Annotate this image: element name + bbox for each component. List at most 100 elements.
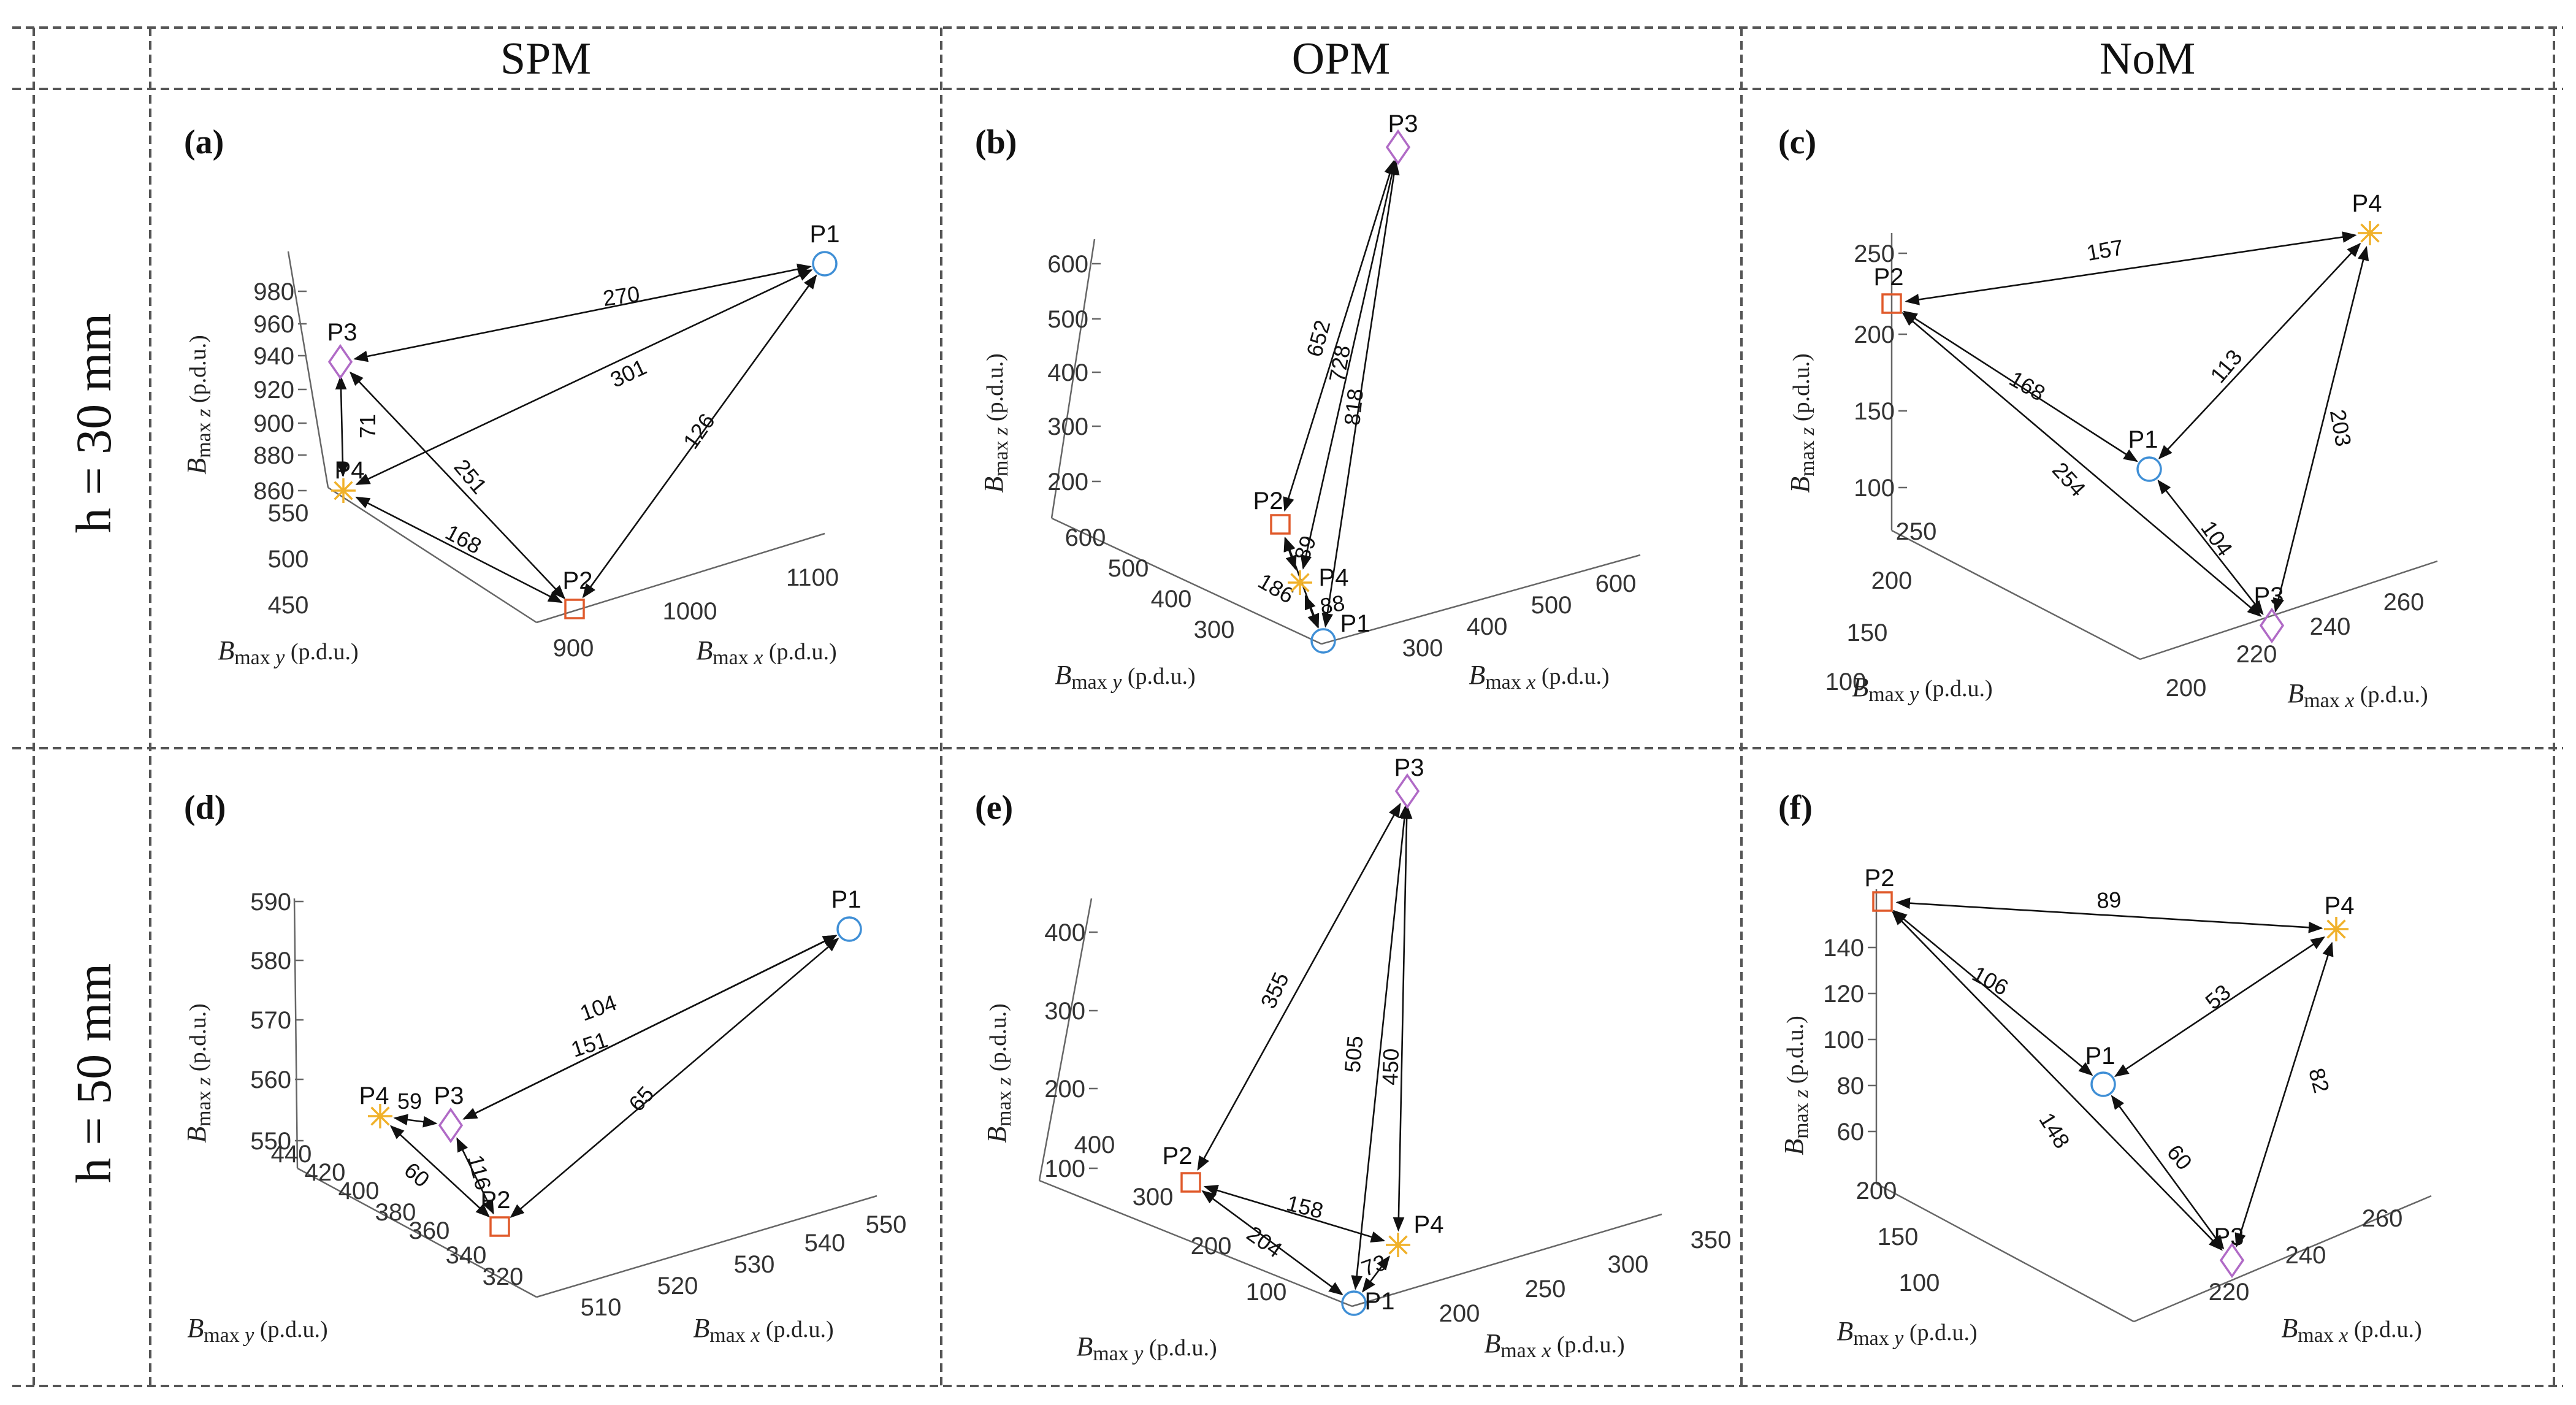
point-label-p2: P2 — [1163, 1143, 1193, 1170]
panel-label: (d) — [184, 789, 226, 827]
x-tick-label: 350 — [1691, 1227, 1732, 1254]
edge-value-label: 254 — [2047, 457, 2091, 502]
point-p1-circle-icon — [2090, 1071, 2116, 1097]
z-axis-label: Bmax z (p.d.u.) — [182, 1003, 215, 1143]
point-p3-diamond-icon — [2259, 607, 2285, 644]
point-p3-diamond-icon — [2219, 1242, 2245, 1279]
point-p2-square-icon — [1881, 293, 1902, 314]
z-tick-label: 150 — [1854, 398, 1895, 425]
z-axis-label: Bmax z (p.d.u.) — [182, 335, 215, 474]
edge-p3-p1 — [353, 263, 812, 362]
x-tick-label: 520 — [657, 1273, 698, 1300]
x-tick-label: 600 — [1596, 570, 1637, 597]
point-p4-star-icon — [1288, 570, 1312, 595]
z-tick-label: 550 — [250, 1128, 291, 1155]
table-grid — [12, 26, 2563, 1387]
z-tick-label: 300 — [1047, 413, 1088, 440]
edge-value-label: 106 — [1968, 961, 2012, 1000]
y-tick-label: 300 — [1194, 616, 1235, 643]
edge-value-label: 204 — [1242, 1221, 1287, 1263]
z-tick-label: 880 — [253, 442, 294, 469]
edge-p4-p3 — [393, 1114, 438, 1128]
z-tick-label: 590 — [250, 889, 291, 916]
z-tick-label: 860 — [253, 478, 294, 505]
x-tick-label: 540 — [805, 1230, 846, 1257]
x-axis-label: Bmax x (p.d.u.) — [1484, 1328, 1624, 1362]
x-tick-label: 530 — [734, 1251, 775, 1278]
x-tick-label: 220 — [2236, 641, 2277, 668]
y-tick-label: 100 — [1246, 1279, 1287, 1306]
edge-p3-p2 — [349, 371, 566, 600]
z-tick-label: 100 — [1823, 1027, 1864, 1054]
point-p3-diamond-icon — [438, 1107, 464, 1144]
y-tick-label: 500 — [268, 546, 309, 573]
point-p4-star-icon — [331, 478, 356, 503]
panel-e: (e)200250300350100200300400100200300400B… — [975, 754, 1731, 1365]
y-axis-line — [1876, 1182, 2135, 1323]
x-tick-label: 400 — [1467, 613, 1508, 640]
edge-p2-p3 — [1901, 312, 2262, 618]
point-label-p4: P4 — [1414, 1211, 1444, 1238]
edge-value-label: 113 — [2205, 345, 2247, 388]
z-tick-label: 980 — [253, 278, 294, 305]
y-tick-label: 400 — [1151, 586, 1192, 613]
edge-p4-p1 — [1304, 595, 1319, 629]
x-tick-label: 1100 — [786, 564, 839, 591]
y-tick-label: 500 — [1108, 555, 1149, 582]
point-p4-star-icon — [2358, 221, 2382, 245]
x-tick-label: 200 — [1439, 1300, 1480, 1327]
edge-value-label: 53 — [2200, 979, 2235, 1014]
edge-value-label: 301 — [606, 354, 651, 392]
point-label-p2: P2 — [563, 567, 593, 594]
edge-value-label: 104 — [2196, 516, 2238, 561]
point-p2-square-icon — [1180, 1172, 1201, 1193]
point-label-p3: P3 — [1388, 110, 1418, 137]
y-axis-label: Bmax y (p.d.u.) — [1852, 672, 1992, 706]
x-tick-label: 250 — [1525, 1276, 1566, 1303]
z-tick-label: 200 — [1047, 469, 1088, 496]
panel-label: (c) — [1778, 123, 1816, 161]
point-p2-square-icon — [489, 1216, 510, 1237]
y-tick-label: 550 — [268, 500, 309, 527]
edge-p1-p3 — [2157, 480, 2264, 615]
x-tick-label: 220 — [2209, 1279, 2250, 1306]
y-tick-label: 340 — [446, 1242, 487, 1269]
z-tick-label: 100 — [1854, 475, 1895, 502]
edge-p3-p4 — [2234, 941, 2334, 1248]
panel-b: (b)3004005006003004005006002003004005006… — [975, 110, 1641, 694]
edge-value-label: 728 — [1324, 343, 1355, 384]
point-label-p4: P4 — [2352, 190, 2382, 217]
y-axis-label: Bmax y (p.d.u.) — [1076, 1331, 1217, 1365]
point-label-p3: P3 — [2214, 1223, 2244, 1250]
panel-label: (e) — [975, 789, 1013, 827]
x-tick-label: 510 — [581, 1294, 622, 1321]
z-axis-label: Bmax z (p.d.u.) — [1785, 353, 1819, 492]
edge-value-label: 59 — [397, 1089, 422, 1114]
x-tick-label: 200 — [2166, 675, 2207, 702]
point-p2-square-icon — [1270, 514, 1291, 535]
edge-value-label: 450 — [1377, 1048, 1404, 1085]
edge-value-label: 818 — [1339, 388, 1368, 427]
edge-p3-p4 — [335, 375, 349, 478]
y-tick-label: 400 — [338, 1177, 380, 1204]
edge-p1-p4 — [1362, 1255, 1390, 1293]
x-tick-label: 550 — [866, 1211, 907, 1238]
point-p3-diamond-icon — [327, 343, 353, 380]
point-label-p3: P3 — [327, 319, 357, 346]
edge-value-label: 71 — [355, 414, 380, 438]
x-axis-line — [1351, 1213, 1662, 1307]
x-tick-label: 260 — [2362, 1205, 2403, 1232]
point-p4-star-icon — [2324, 917, 2349, 941]
z-tick-label: 400 — [1044, 919, 1085, 946]
z-tick-label: 500 — [1047, 306, 1088, 333]
y-tick-label: 450 — [268, 592, 309, 619]
edge-p2-p1 — [1201, 1190, 1343, 1296]
edge-p2-p1 — [510, 938, 839, 1218]
edge-value-label: 157 — [2085, 234, 2125, 266]
y-tick-label: 420 — [305, 1159, 346, 1186]
point-p1-circle-icon — [812, 251, 838, 277]
point-p1-circle-icon — [836, 916, 862, 942]
edge-value-label: 148 — [2034, 1108, 2075, 1153]
column-header-opm: OPM — [1292, 34, 1390, 84]
